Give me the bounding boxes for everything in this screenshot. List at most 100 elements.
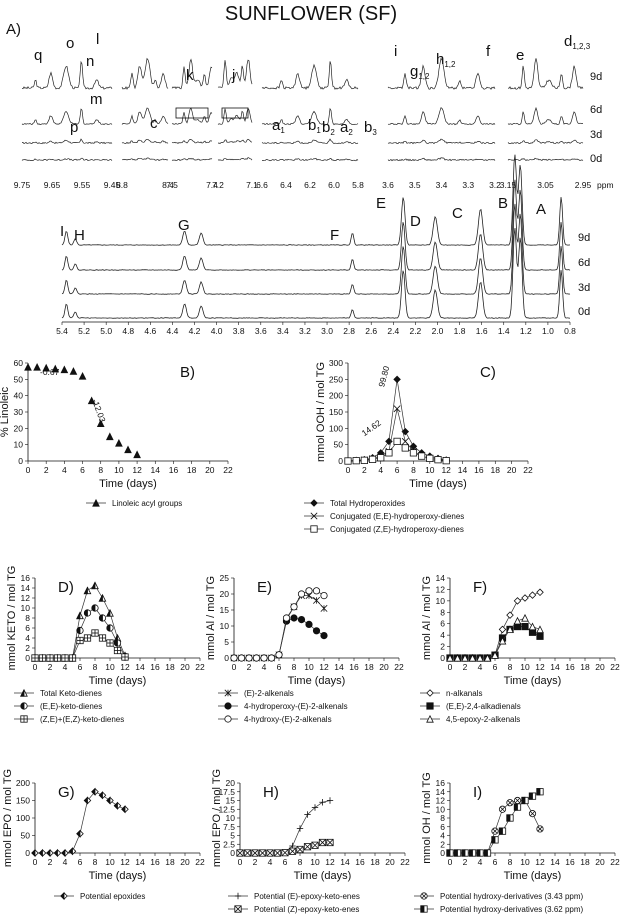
x-tick-label: 22	[400, 857, 410, 867]
legend-entry-D: (E,E)-keto-dienes	[14, 702, 102, 711]
data-point	[124, 445, 132, 454]
x-tick-label: 12	[535, 857, 545, 867]
x-axis-title: Time (days)	[99, 478, 157, 490]
data-point	[536, 788, 541, 796]
data-point	[476, 849, 481, 857]
y-tick-label: 0	[338, 456, 343, 466]
data-point	[266, 849, 274, 857]
chart-B: 0 2 4 6 8 10 12 14 16 18 20 22 0 10 20 30 40 50 60 Time (da…	[0, 358, 233, 490]
full-ppm-tick-label: 1.8	[454, 326, 466, 336]
ppm-tick-seg4: 6.6	[256, 180, 268, 190]
data-point	[521, 594, 529, 602]
x-tick-label: 22	[195, 857, 205, 867]
x-tick-label: 10	[310, 857, 320, 867]
data-point	[76, 829, 81, 838]
x-axis-title: Time (days)	[288, 675, 346, 687]
data-point	[312, 627, 321, 635]
legend-entry-G: Potential epoxides	[54, 891, 145, 901]
full-spectrum-trace-1	[61, 179, 571, 271]
full-ppm-tick-label: 5.0	[100, 326, 112, 336]
y-tick-label: 12	[21, 593, 31, 603]
x-tick-label: 22	[223, 465, 233, 475]
y-tick-label: 2.5	[223, 839, 235, 849]
x-tick-label: 0	[33, 857, 38, 867]
full-ppm-tick-label: 1.2	[520, 326, 532, 336]
ppm-tick-seg5: 3.6	[382, 180, 394, 190]
data-point	[76, 612, 81, 620]
data-point	[244, 849, 251, 857]
day-label-top-9d: 9d	[590, 71, 602, 83]
x-tick-label: 16	[474, 465, 484, 475]
spectrum-trace-seg1-row3	[121, 157, 169, 161]
data-point	[528, 591, 537, 599]
x-tick-label: 14	[458, 465, 468, 475]
data-point	[401, 444, 409, 452]
y-tick-label: 15	[226, 796, 236, 806]
peak-label-e: e	[516, 47, 524, 64]
x-tick-label: 2	[463, 662, 468, 672]
data-point	[83, 796, 88, 805]
legend-marker	[92, 498, 100, 507]
data-point	[311, 841, 319, 849]
data-point	[536, 588, 544, 597]
legend-label: n-alkanals	[446, 689, 482, 698]
data-point	[290, 614, 298, 622]
x-tick-label: 2	[362, 465, 367, 475]
day-label-top-0d: 0d	[590, 153, 602, 165]
legend-label: Potential (Z)-epoxy-keto-enes	[254, 905, 359, 914]
spectrum-trace-seg5-row1	[387, 107, 496, 126]
x-tick-label: 12	[319, 662, 329, 672]
panel-label: D)	[58, 579, 74, 596]
ppm-tick-seg5: 3.3	[462, 180, 474, 190]
legend-marker	[426, 702, 434, 710]
full-peak-label-G: G	[178, 217, 190, 234]
y-tick-label: 60	[14, 358, 24, 368]
data-point	[529, 811, 536, 817]
y-tick-label: 150	[329, 407, 343, 417]
legend-label: (Z,E)+(E,Z)-keto-dienes	[40, 715, 124, 724]
legend-entry-F: (E,E)-2,4-alkadienals	[420, 702, 521, 711]
y-tick-label: 2	[440, 839, 445, 849]
data-point	[506, 814, 511, 822]
legend-label: Linoleic acyl groups	[112, 499, 182, 508]
spectrum-trace-seg4-row3	[262, 157, 359, 162]
data-point	[476, 653, 484, 662]
legend-label: (E)-2-alkenals	[244, 689, 294, 698]
y-tick-label: 20	[14, 423, 24, 433]
legend-label: Total Hydroperoxides	[330, 499, 405, 508]
x-tick-label: 2	[48, 857, 53, 867]
x-tick-label: 16	[565, 662, 575, 672]
x-tick-label: 12	[120, 662, 130, 672]
data-point	[69, 367, 78, 375]
ppm-unit: ppm	[597, 180, 614, 190]
x-axis-title: Time (days)	[294, 870, 352, 882]
peak-label-h12: h1,2	[436, 51, 456, 69]
data-point	[96, 419, 105, 428]
x-tick-label: 18	[580, 662, 590, 672]
x-tick-label: 4	[63, 662, 68, 672]
legend-label: 4,5-epoxy-2-alkenals	[446, 715, 520, 724]
x-tick-label: 22	[195, 662, 205, 672]
data-point	[53, 848, 58, 858]
legend-entry-C: Conjugated (Z,E)-hydroperoxy-dienes	[304, 525, 464, 534]
y-tick-label: 5	[224, 637, 229, 647]
y-tick-label: 300	[329, 358, 343, 368]
full-ppm-tick-label: 2.2	[409, 326, 421, 336]
full-ppm-tick-label: 1.4	[498, 326, 510, 336]
full-ppm-tick-label: 3.0	[321, 326, 333, 336]
legend-entry-C: Total Hydroperoxides	[304, 499, 405, 508]
y-tick-label: 0	[440, 653, 445, 663]
data-point	[434, 456, 442, 464]
x-tick-label: 20	[595, 857, 605, 867]
x-tick-label: 20	[180, 857, 190, 867]
spectrum-trace-seg5-row2	[387, 138, 496, 145]
data-point	[83, 587, 88, 595]
data-point	[528, 622, 537, 631]
data-point	[418, 452, 426, 460]
data-point	[42, 363, 51, 372]
x-tick-label: 12	[325, 857, 335, 867]
ppm-tick-seg1: 8.4	[162, 180, 174, 190]
x-tick-label: 4	[63, 857, 68, 867]
data-point	[297, 615, 306, 624]
ppm-tick-seg5: 3.2	[489, 180, 501, 190]
